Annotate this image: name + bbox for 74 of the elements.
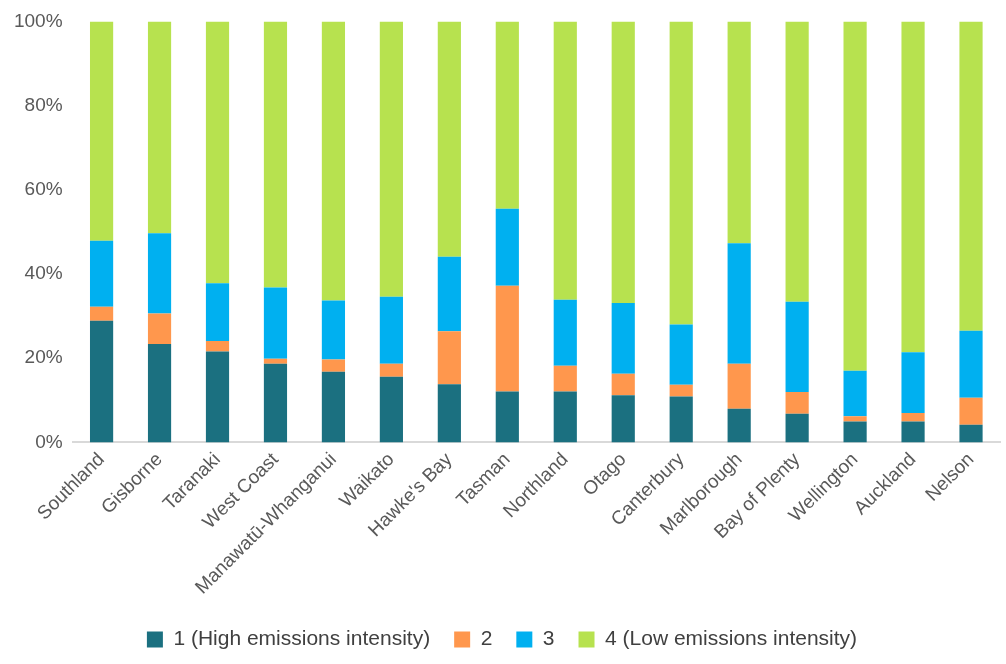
bar <box>901 352 925 413</box>
bar <box>89 320 114 443</box>
bar <box>611 373 635 396</box>
bar <box>205 283 230 341</box>
bar <box>437 256 461 332</box>
bar <box>89 306 114 321</box>
bar <box>901 21 925 353</box>
bar <box>553 365 577 392</box>
bar <box>901 421 925 443</box>
bar <box>263 358 288 364</box>
bar <box>321 300 346 360</box>
bar <box>205 340 230 352</box>
bar <box>263 363 288 443</box>
bar <box>379 21 403 297</box>
legend-label: 1 (High emissions intensity) <box>173 626 431 650</box>
bar <box>843 416 867 422</box>
bar <box>669 324 693 385</box>
y-tick-label: 0% <box>35 430 63 452</box>
bar <box>611 395 635 443</box>
y-tick-label: 60% <box>24 178 63 200</box>
bar <box>147 343 172 443</box>
bar <box>147 233 172 314</box>
bar <box>843 421 867 443</box>
bar <box>205 351 230 443</box>
legend-label: 3 <box>542 626 555 650</box>
bar <box>727 243 751 364</box>
bar <box>321 359 346 372</box>
bar <box>959 21 983 331</box>
bar <box>263 287 288 359</box>
bar <box>901 412 925 422</box>
bar <box>611 21 635 304</box>
y-tick-label: 100% <box>13 9 63 31</box>
y-tick-label: 80% <box>24 93 63 115</box>
bar <box>785 413 809 443</box>
bar <box>89 21 114 241</box>
bar <box>147 313 172 344</box>
bar <box>785 391 809 414</box>
bar <box>785 301 809 392</box>
bar <box>959 424 983 443</box>
bar <box>495 391 519 443</box>
bar <box>495 208 519 286</box>
bar <box>321 371 346 443</box>
bar <box>785 21 809 302</box>
bar <box>669 384 693 397</box>
bar <box>669 21 693 325</box>
y-tick-label: 20% <box>24 346 63 368</box>
bar <box>553 21 577 300</box>
bar <box>263 21 288 288</box>
bar <box>553 391 577 443</box>
bar <box>321 21 346 301</box>
bar <box>495 21 519 209</box>
bar <box>669 396 693 443</box>
bar <box>437 384 461 443</box>
bar <box>89 240 114 307</box>
bar <box>843 21 867 371</box>
legend-label: 2 <box>480 626 493 650</box>
legend-label: 4 (Low emissions intensity) <box>605 626 858 650</box>
bar <box>553 299 577 366</box>
bar <box>437 331 461 385</box>
bar <box>611 303 635 374</box>
bar <box>495 285 519 392</box>
bar <box>959 330 983 398</box>
bar <box>727 363 751 409</box>
bar <box>437 21 461 257</box>
bar <box>147 21 172 234</box>
bar <box>379 296 403 364</box>
bar <box>843 370 867 417</box>
bar <box>379 376 403 443</box>
bar <box>205 21 230 284</box>
bar <box>959 397 983 425</box>
bar <box>379 363 403 377</box>
bar <box>727 21 751 244</box>
y-tick-label: 40% <box>24 262 63 284</box>
bar <box>727 408 751 443</box>
